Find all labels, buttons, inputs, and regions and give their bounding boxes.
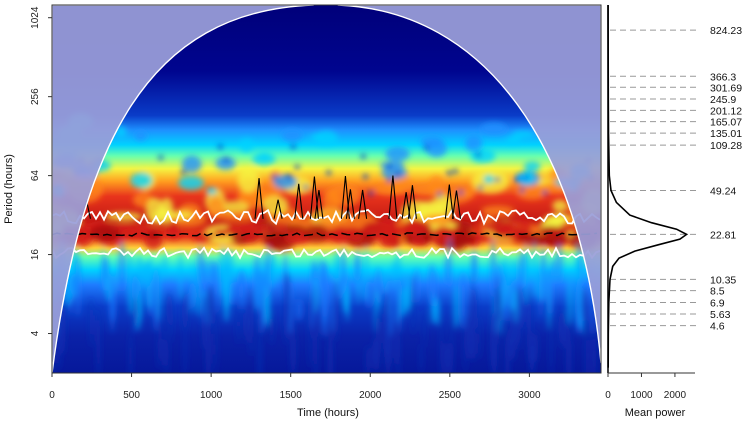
contour-spike xyxy=(254,178,264,219)
y-tick-label: 16 xyxy=(30,249,41,261)
x-tick-label: 2000 xyxy=(359,390,382,401)
period-label: 6.9 xyxy=(710,297,725,309)
x-tick-label: 0 xyxy=(49,390,55,401)
period-label: 49.24 xyxy=(710,186,736,198)
y-tick-label: 64 xyxy=(30,170,41,182)
contour-spike xyxy=(294,183,304,219)
contour-spike xyxy=(345,189,355,219)
period-reference-lines: 4.65.636.98.510.35 22.81 49.24 109.28135.01… xyxy=(610,25,742,333)
ridge-line xyxy=(52,232,598,237)
contour-spike xyxy=(444,184,454,219)
x-axis-title: Time (hours) xyxy=(297,407,359,419)
x-tick-label: 2500 xyxy=(439,390,462,401)
period-label: 201.12 xyxy=(710,105,742,117)
period-label: 10.35 xyxy=(710,274,736,286)
x-tick-label: 500 xyxy=(123,390,140,401)
power-tick-label: 2000 xyxy=(664,390,687,401)
mean-power-panel: 4.65.636.98.510.35 22.81 49.24 109.28135.01… xyxy=(605,5,742,419)
period-label: 301.69 xyxy=(710,82,742,94)
contour-spike xyxy=(401,192,411,219)
y-axis-title: Period (hours) xyxy=(3,154,15,224)
period-label: 165.07 xyxy=(710,117,742,129)
mean-power-x-axis: 0 1000 2000 xyxy=(605,372,695,401)
power-tick-label: 0 xyxy=(605,390,611,401)
period-label: 366.3 xyxy=(710,71,736,83)
period-label: 824.23 xyxy=(710,25,742,37)
y-tick-label: 4 xyxy=(30,330,41,336)
contour-spike xyxy=(340,175,350,219)
period-label: 109.28 xyxy=(710,140,742,152)
power-tick-label: 1000 xyxy=(630,390,653,401)
period-label: 8.5 xyxy=(710,286,725,298)
ridge-contours xyxy=(52,175,601,260)
mean-power-curve xyxy=(607,5,689,368)
significance-contour-upper xyxy=(52,208,601,226)
significance-contour-lower xyxy=(52,246,601,260)
y-axis: 4 16 64 256 1024 xyxy=(30,6,52,336)
mean-power-axis-title: Mean power xyxy=(625,407,686,419)
x-tick-label: 1500 xyxy=(280,390,303,401)
x-tick-label: 3000 xyxy=(518,390,541,401)
period-label: 4.6 xyxy=(710,321,725,333)
wavelet-panel xyxy=(51,4,602,374)
x-tick-label: 1000 xyxy=(200,390,223,401)
period-label: 22.81 xyxy=(710,229,736,241)
y-tick-label: 1024 xyxy=(30,6,41,29)
period-label: 5.63 xyxy=(710,309,731,321)
contour-spike xyxy=(314,190,324,219)
period-label: 135.01 xyxy=(710,128,742,140)
contour-spike xyxy=(407,185,417,219)
contour-spike xyxy=(451,190,462,219)
contour-spike xyxy=(388,175,398,219)
y-tick-label: 256 xyxy=(30,88,41,105)
contour-spike xyxy=(358,189,368,219)
x-axis: 0 500 1000 1500 2000 2500 3000 xyxy=(49,372,601,401)
contour-spike xyxy=(273,199,283,219)
period-label: 245.9 xyxy=(710,94,736,106)
cone-of-influence xyxy=(52,5,601,373)
